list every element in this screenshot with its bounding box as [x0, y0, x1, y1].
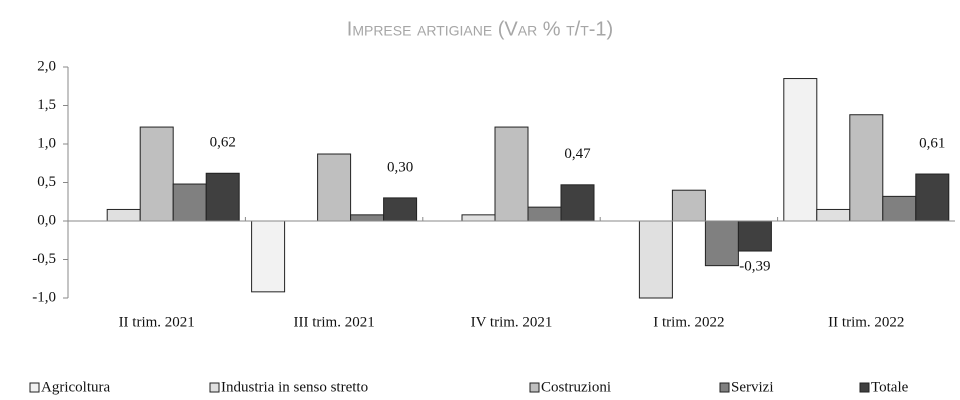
legend-label: Agricoltura: [41, 379, 110, 395]
y-tick-label: -0,5: [32, 251, 56, 267]
data-label: 0,62: [210, 135, 236, 151]
chart-title: Imprese artigiane (Var % t/t-1): [347, 18, 613, 40]
bar: [737, 220, 772, 252]
y-tick-label: 0,5: [37, 174, 56, 190]
legend-label: Totale: [871, 379, 909, 395]
bar: [139, 126, 174, 222]
data-label: 0,47: [564, 146, 591, 162]
bar: [172, 183, 207, 222]
bar: [560, 184, 595, 222]
y-tick-label: 1,0: [37, 135, 56, 151]
legend-label: Costruzioni: [541, 379, 611, 395]
legend-label: Industria in senso stretto: [221, 379, 368, 395]
y-tick-label: 0,0: [37, 212, 56, 228]
bar: [704, 220, 739, 267]
bar: [383, 197, 418, 222]
legend-label: Servizi: [731, 379, 774, 395]
bar: [251, 220, 286, 293]
legend-swatch: [29, 382, 40, 393]
bar: [494, 126, 529, 222]
legend-swatch: [719, 382, 730, 393]
legend-swatch: [209, 382, 220, 393]
bar: [461, 214, 496, 222]
y-tick-label: 2,0: [37, 58, 56, 74]
bar: [106, 208, 141, 222]
bar: [527, 206, 562, 222]
y-tick-label: -1,0: [32, 289, 56, 305]
bar: [350, 214, 385, 222]
bar: [638, 220, 673, 299]
bar: [317, 153, 352, 222]
bar: [882, 195, 917, 222]
legend-swatch: [859, 382, 870, 393]
y-tick-label: 1,5: [37, 97, 56, 113]
bar: [671, 189, 706, 222]
bar: [783, 78, 818, 222]
x-tick-label: IV trim. 2021: [471, 314, 553, 330]
x-tick-label: II trim. 2021: [119, 314, 195, 330]
x-tick-label: I trim. 2022: [653, 314, 724, 330]
bar: [816, 208, 851, 222]
data-label: 0,30: [387, 159, 413, 175]
data-label: -0,39: [739, 258, 770, 274]
data-label: 0,61: [919, 135, 945, 151]
bar: [915, 173, 950, 222]
x-tick-label: II trim. 2022: [828, 314, 904, 330]
bar: [205, 172, 240, 222]
bar: [849, 114, 884, 222]
x-tick-label: III trim. 2021: [293, 314, 374, 330]
legend-swatch: [529, 382, 540, 393]
